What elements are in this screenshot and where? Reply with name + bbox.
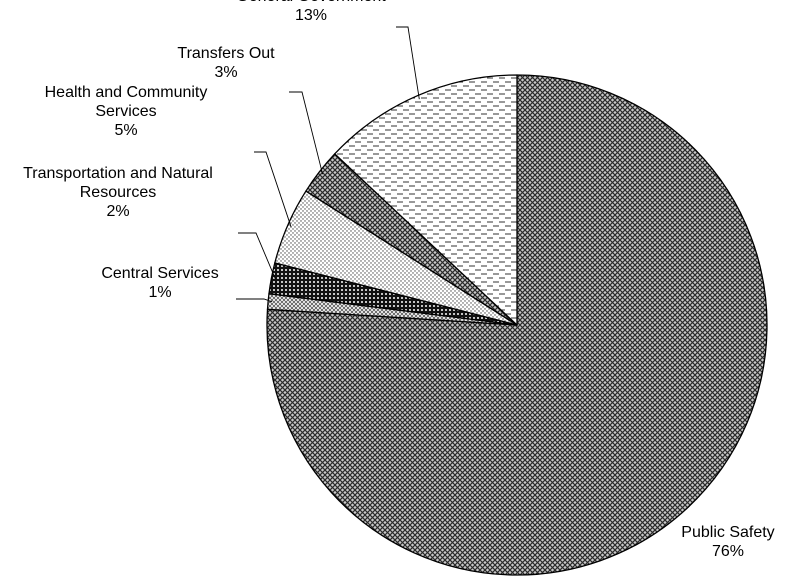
slice-label-transportation-and-natural-resources: Transportation and Natural Resources 2% [23, 165, 213, 220]
slice-label-transfers-out: Transfers Out 3% [177, 45, 275, 81]
leader-lines [236, 26, 420, 303]
slice-labels: Public Safety 76% Central Services 1% Transp… [23, 0, 775, 560]
leader-line-health-and-community-services [254, 151, 292, 228]
slice-label-general-government: General Government13% [236, 0, 386, 24]
leader-line-central-services [236, 298, 273, 303]
pie-slice-general-government [334, 74, 518, 326]
pie-slices [266, 74, 768, 576]
leader-line-transfers-out [289, 91, 324, 175]
slice-label-central-services: Central Services 1% [101, 265, 218, 301]
leader-line-general-government [396, 26, 420, 100]
slice-label-health-and-community-services: Health and Community Services 5% [45, 84, 208, 139]
leader-line-transportation-and-natural-resources [238, 232, 276, 280]
slice-label-public-safety: Public Safety 76% [681, 524, 774, 560]
